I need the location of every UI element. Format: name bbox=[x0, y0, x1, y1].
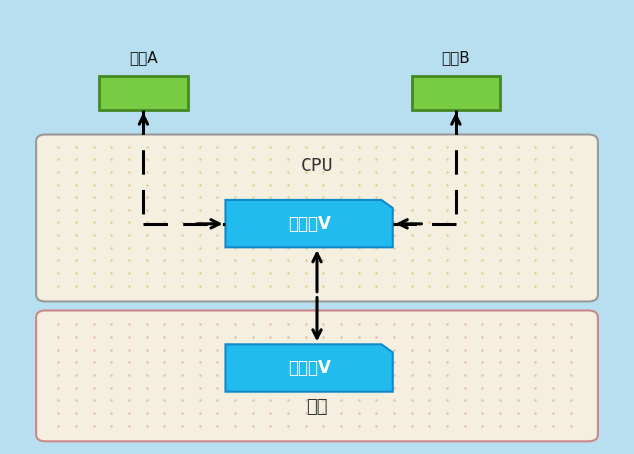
Text: 变量：V: 变量：V bbox=[288, 215, 330, 233]
Text: 线程A: 线程A bbox=[129, 50, 158, 65]
FancyBboxPatch shape bbox=[36, 311, 598, 441]
Polygon shape bbox=[226, 344, 392, 392]
Text: 内存: 内存 bbox=[306, 399, 328, 416]
FancyBboxPatch shape bbox=[411, 76, 500, 110]
Polygon shape bbox=[226, 200, 392, 247]
Text: 线程B: 线程B bbox=[441, 50, 470, 65]
Text: 变量：V: 变量：V bbox=[288, 359, 330, 377]
FancyBboxPatch shape bbox=[36, 134, 598, 301]
Text: CPU: CPU bbox=[301, 157, 333, 175]
FancyBboxPatch shape bbox=[100, 76, 188, 110]
